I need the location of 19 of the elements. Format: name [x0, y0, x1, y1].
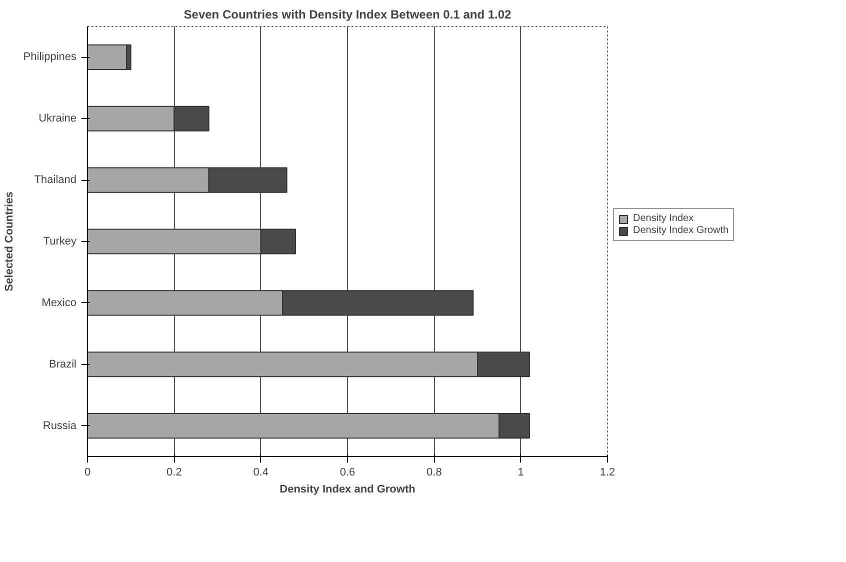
x-tick-label: 0.2 — [166, 466, 182, 478]
y-tick-label: Thailand — [34, 174, 77, 186]
x-axis-title: Density Index and Growth — [280, 484, 416, 496]
y-tick-label: Russia — [42, 420, 78, 432]
x-tick-label: 0.8 — [426, 466, 442, 478]
x-tick-label: 0 — [84, 466, 91, 478]
chart-title: Seven Countries with Density Index Between 0.1 and 1.02 — [184, 8, 512, 22]
legend-label: Density Index — [633, 213, 694, 224]
x-tick-label: 1.2 — [600, 466, 616, 478]
legend-label: Density Index Growth — [633, 225, 729, 236]
y-tick-label: Turkey — [43, 236, 77, 248]
y-tick-label: Philippines — [23, 51, 77, 64]
y-axis-title: Selected Countries — [3, 192, 16, 292]
y-tick-label: Brazil — [48, 358, 77, 370]
y-tick-label: Mexico — [42, 296, 76, 309]
x-tick-label: 1 — [518, 466, 524, 478]
x-tick-label: 0.4 — [253, 466, 268, 478]
y-tick-label: Ukraine — [38, 112, 76, 125]
x-tick-label: 0.6 — [340, 466, 356, 478]
